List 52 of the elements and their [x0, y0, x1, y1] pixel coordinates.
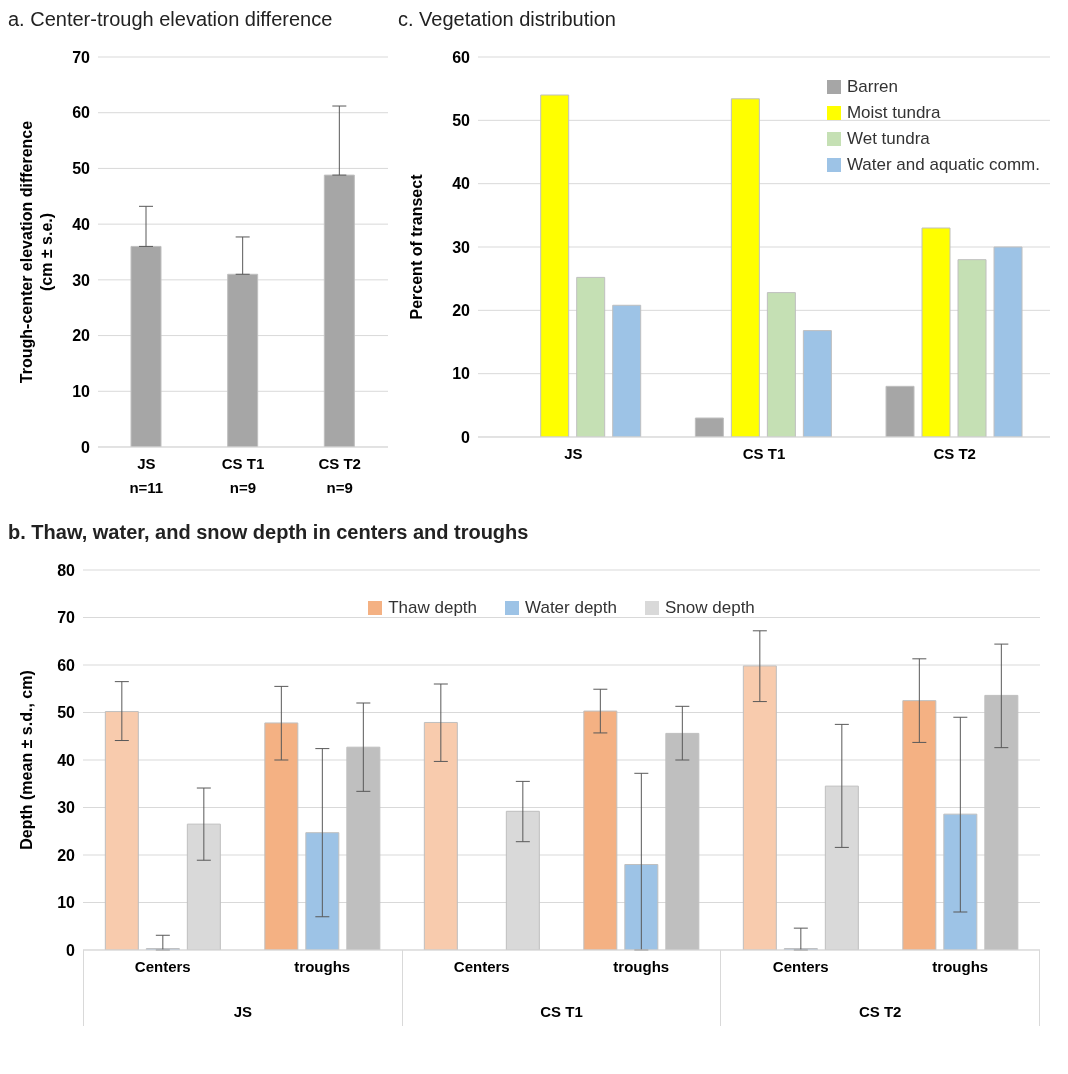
- x-tick-label: JS n=11: [129, 455, 164, 496]
- y-tick-label: 50: [57, 704, 76, 722]
- y-axis-title: Depth (mean ± s.d., cm): [18, 670, 35, 850]
- legend-label: Water depth: [525, 598, 618, 618]
- y-tick-label: 10: [57, 894, 76, 912]
- y-tick-label: 60: [72, 104, 91, 122]
- y-tick-label: 40: [72, 215, 91, 233]
- y-tick-label: 30: [452, 238, 471, 256]
- y-tick-label: 70: [72, 48, 91, 66]
- y-tick-label: 40: [452, 175, 471, 193]
- x-tick-label: JS: [564, 445, 583, 462]
- legend-label: Thaw depth: [388, 598, 478, 618]
- y-tick-label: 0: [461, 428, 471, 446]
- y-tick-label: 0: [66, 941, 76, 959]
- y-tick-label: 10: [452, 365, 471, 383]
- chart-title: c. Vegetation distribution: [398, 8, 617, 31]
- x-tick-label: CS T2 n=9: [318, 455, 361, 496]
- text: CS T2: [858, 1003, 902, 1020]
- text: CS T1: [540, 1003, 583, 1020]
- y-tick-label: 40: [57, 751, 76, 769]
- y-tick-label: 50: [452, 112, 471, 130]
- y-tick-label: 30: [57, 799, 76, 817]
- x-tick-label: troughs: [294, 958, 351, 975]
- y-tick-label: 60: [452, 48, 471, 66]
- y-tick-label: 50: [72, 160, 91, 178]
- y-tick-label: 20: [72, 327, 91, 345]
- y-tick-label: 70: [57, 609, 76, 627]
- legend-label: Barren: [846, 77, 898, 97]
- legend-label: Moist tundra: [846, 103, 941, 123]
- x-tick-label: CS T1: [742, 445, 786, 462]
- legend-label: Water and aquatic comm.: [846, 155, 1040, 175]
- x-tick-label: Centers: [453, 958, 510, 975]
- x-tick-label: Centers: [134, 958, 191, 975]
- legend-label: Wet tundra: [846, 129, 930, 149]
- chart-title: b. Thaw, water, and snow depth in centers and troughs: [8, 521, 530, 544]
- y-axis-title: Percent of transect: [408, 173, 425, 320]
- y-tick-label: 80: [57, 561, 76, 579]
- y-tick-label: 30: [72, 271, 91, 289]
- y-axis-title: Trough-center elevation difference (cm ± s.e.): [18, 120, 55, 384]
- legend-label: Snow depth: [665, 598, 755, 618]
- x-tick-label: troughs: [613, 958, 670, 975]
- x-tick-label: CS T1 n=9: [221, 455, 265, 496]
- x-tick-label: Centers: [772, 958, 829, 975]
- y-tick-label: 10: [72, 382, 91, 400]
- y-tick-label: 20: [57, 846, 76, 864]
- text: JS: [233, 1003, 253, 1020]
- x-tick-label: CS T2: [933, 445, 976, 462]
- y-tick-label: 20: [452, 302, 471, 320]
- y-tick-label: 0: [81, 438, 91, 456]
- y-tick-label: 60: [57, 656, 76, 674]
- x-tick-label: troughs: [932, 958, 989, 975]
- chart-title: a. Center-trough elevation difference: [8, 8, 334, 31]
